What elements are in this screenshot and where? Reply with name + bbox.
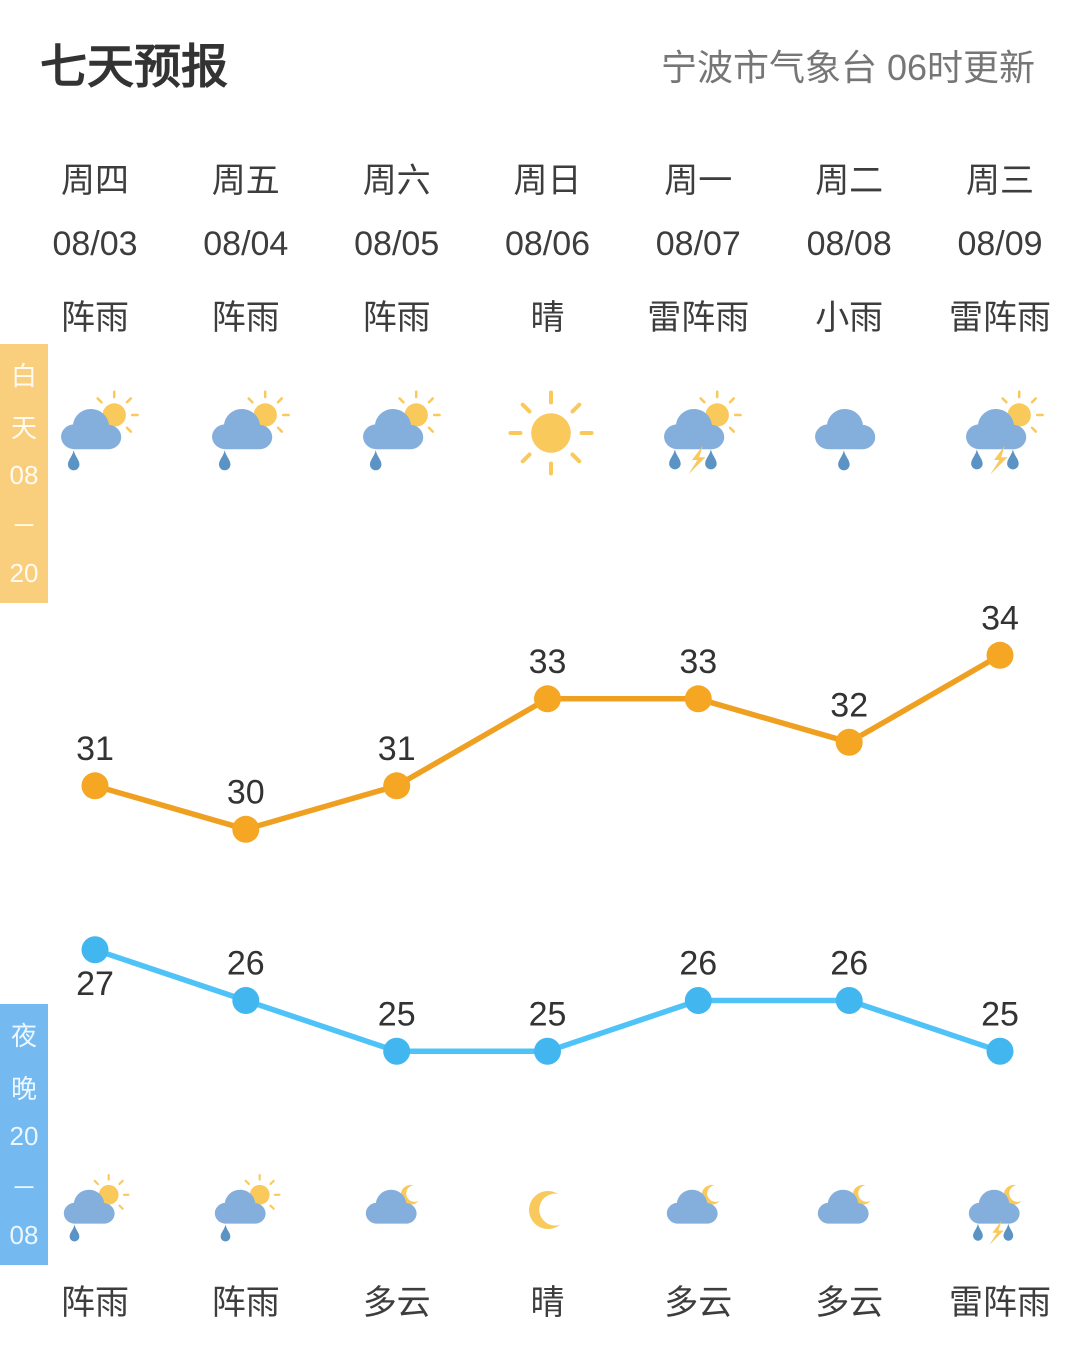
svg-text:30: 30	[227, 773, 265, 811]
svg-text:25: 25	[529, 995, 567, 1033]
svg-text:33: 33	[679, 643, 717, 681]
svg-text:31: 31	[378, 730, 416, 768]
svg-text:34: 34	[981, 599, 1019, 637]
svg-text:32: 32	[830, 686, 868, 724]
svg-text:25: 25	[378, 995, 416, 1033]
svg-text:26: 26	[679, 945, 717, 983]
svg-text:25: 25	[981, 995, 1019, 1033]
svg-text:27: 27	[76, 965, 114, 1003]
svg-text:26: 26	[830, 945, 868, 983]
svg-text:33: 33	[529, 643, 567, 681]
svg-text:26: 26	[227, 945, 265, 983]
svg-text:31: 31	[76, 730, 114, 768]
